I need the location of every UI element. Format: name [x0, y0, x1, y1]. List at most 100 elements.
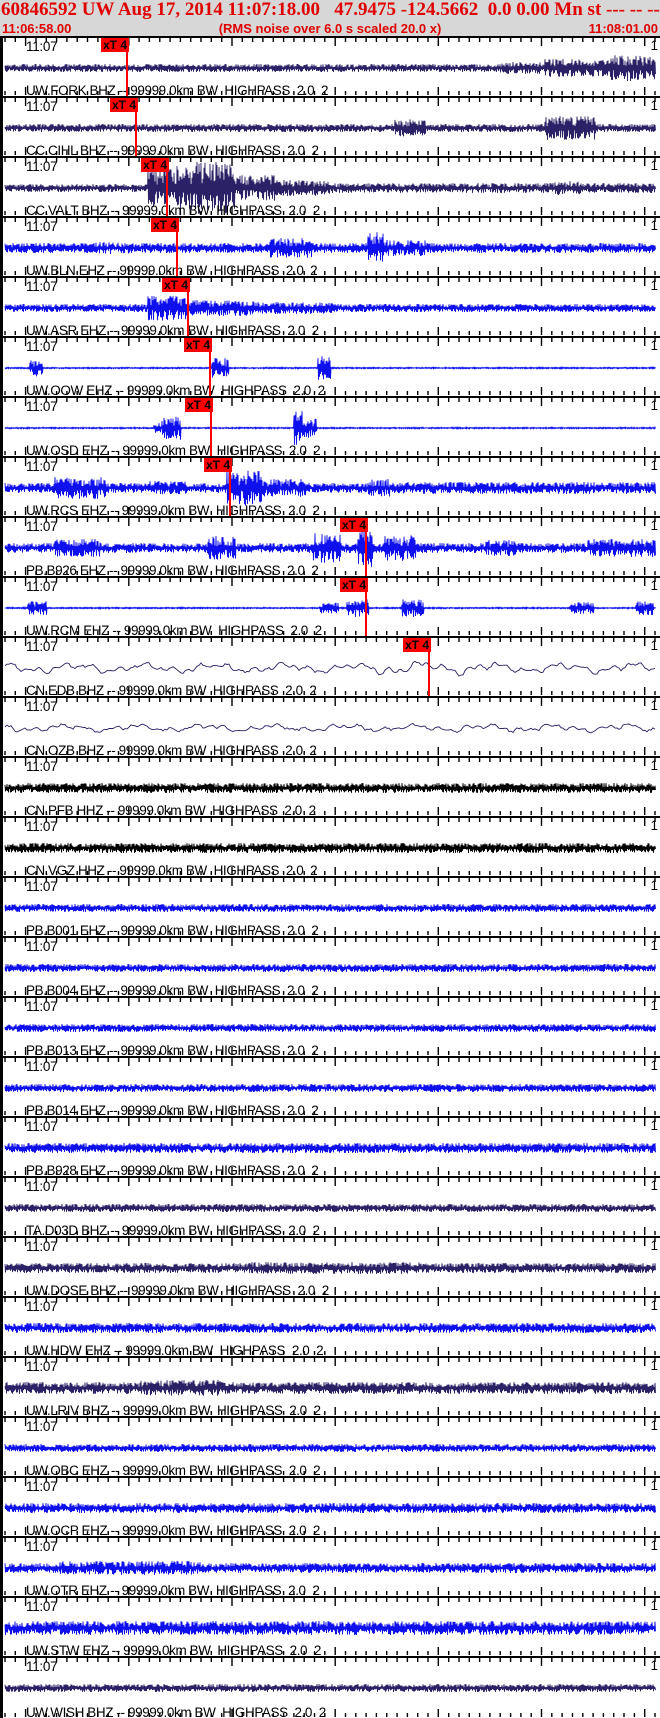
phase-pick-flag[interactable]: xT 4 [162, 278, 190, 292]
waveform-plot[interactable] [0, 1596, 660, 1656]
trace-row[interactable]: 11:07 1 CC.CIHL BHZ -- 99999.0km BW HIGH… [0, 96, 660, 158]
waveform-plot[interactable] [0, 1536, 660, 1596]
station-label: UW.RCM EHZ -- 99999.0km BW HIGHPASS 2.0 … [26, 623, 322, 638]
phase-pick-line[interactable] [365, 532, 367, 576]
trace-row[interactable]: 11:07 1 UW.OOW EHZ -- 99999.0km BW HIGHP… [0, 336, 660, 398]
waveform-plot[interactable] [0, 1476, 660, 1536]
trace-row[interactable]: 11:07 1 UW.LRIV BHZ -- 99999.0km BW HIGH… [0, 1356, 660, 1418]
phase-pick-line[interactable] [135, 112, 137, 156]
window-start-time: 11:06:58.00 [2, 20, 72, 36]
trace-minute-label: 11:07 [26, 1359, 58, 1374]
waveform-plot[interactable] [0, 96, 660, 156]
waveform-plot[interactable] [0, 816, 660, 876]
waveform-plot[interactable] [0, 276, 660, 336]
phase-pick-flag[interactable]: xT 4 [185, 398, 213, 412]
phase-pick-line[interactable] [229, 472, 231, 516]
waveform-plot[interactable] [0, 756, 660, 816]
trace-row[interactable]: 11:07 1 UW.DOSE BHZ -- 99999.0km BW HIGH… [0, 1236, 660, 1298]
waveform-plot[interactable] [0, 696, 660, 756]
event-header: 60846592 UW Aug 17, 2014 11:07:18.00 47.… [0, 0, 660, 36]
phase-pick-flag[interactable]: xT 4 [340, 578, 368, 592]
trace-row[interactable]: 11:07 1 UW.OCP EHZ -- 99999.0km BW HIGHP… [0, 1476, 660, 1538]
phase-pick-flag[interactable]: xT 4 [151, 218, 179, 232]
trace-right-edge-label: 1 [650, 458, 658, 473]
phase-pick-line[interactable] [209, 352, 211, 396]
phase-pick-flag[interactable]: xT 4 [340, 518, 368, 532]
phase-pick-line[interactable] [365, 592, 367, 636]
trace-row[interactable]: 11:07 1 CN.PFB HHZ -- 99999.0km BW HIGHP… [0, 756, 660, 818]
phase-pick-line[interactable] [166, 172, 168, 216]
trace-row[interactable]: 11:07 1 CC.VALT BHZ -- 99999.0km BW HIGH… [3, 156, 660, 218]
waveform-plot[interactable] [0, 1056, 660, 1116]
phase-pick-flag[interactable]: xT 4 [101, 38, 129, 52]
time-ticks [4, 1238, 656, 1295]
trace-row[interactable]: 11:07 1 PB.B001 EHZ -- 99999.0km BW HIGH… [0, 876, 660, 938]
trace-row[interactable]: 11:07 1 PB.B013 EHZ -- 99999.0km BW HIGH… [0, 996, 660, 1058]
waveform-trace [4, 1560, 656, 1575]
trace-row[interactable]: 11:07 1 CN.VGZ HHZ -- 99999.0km BW HIGHP… [0, 816, 660, 878]
waveform-plot[interactable] [0, 1296, 660, 1356]
trace-row[interactable]: 11:07 1 TA.D03D BHZ -- 99999.0km BW HIGH… [0, 1176, 660, 1238]
trace-row[interactable]: 11:07 1 CN.EDB BHZ -- 99999.0km BW HIGHP… [0, 636, 660, 698]
trace-row[interactable]: 11:07 1 UW.FORK BHZ -- 99999.0km BW HIGH… [0, 36, 660, 98]
station-label: PB.B926 EHZ -- 99999.0km BW HIGHPASS 2.0… [26, 563, 319, 578]
trace-row[interactable]: 11:07 1 UW.RCM EHZ -- 99999.0km BW HIGHP… [3, 576, 660, 638]
station-label: PB.B928 EHZ -- 99999.0km BW HIGHPASS 2.0… [26, 1163, 319, 1178]
station-label: PB.B013 EHZ -- 99999.0km BW HIGHPASS 2.0… [26, 1043, 319, 1058]
waveform-plot[interactable] [0, 1176, 660, 1236]
waveform-plot[interactable] [0, 1356, 660, 1416]
waveform-plot[interactable] [0, 876, 660, 936]
phase-pick-line[interactable] [428, 652, 430, 696]
waveform-plot[interactable] [0, 1416, 660, 1476]
trace-row[interactable]: 11:07 1 UW.OBC EHZ -- 99999.0km BW HIGHP… [0, 1416, 660, 1478]
waveform-plot[interactable] [0, 396, 660, 456]
waveform-plot[interactable] [0, 636, 660, 696]
phase-pick-flag[interactable]: xT 4 [403, 638, 431, 652]
phase-pick-flag[interactable]: xT 4 [184, 338, 212, 352]
trace-row[interactable]: 11:07 1 UW.WISH BHZ -- 99999.0km BW HIGH… [3, 1656, 660, 1718]
trace-row[interactable]: 11:07 1 PB.B014 EHZ -- 99999.0km BW HIGH… [0, 1056, 660, 1118]
waveform-plot[interactable] [0, 1656, 660, 1718]
trace-row[interactable]: 11:07 1 UW.OSD EHZ -- 99999.0km BW HIGHP… [0, 396, 660, 458]
waveform-plot[interactable] [0, 996, 660, 1056]
trace-row[interactable]: 11:07 1 UW.HDW EHZ -- 99999.0km BW HIGHP… [0, 1296, 660, 1358]
waveform-trace [4, 1203, 656, 1213]
waveform-plot[interactable] [0, 936, 660, 996]
trace-row[interactable]: 11:07 1 UW.RCS EHZ -- 99999.0km BW HIGHP… [0, 456, 660, 518]
phase-pick-flag[interactable]: xT 4 [110, 98, 138, 112]
phase-pick-flag[interactable]: xT 4 [141, 158, 169, 172]
station-label: UW.OTR EHZ -- 99999.0km BW HIGHPASS 2.0 … [26, 1583, 320, 1598]
phase-pick-flag[interactable]: xT 4 [204, 458, 232, 472]
trace-row[interactable]: 11:07 1 UW.OTR EHZ -- 99999.0km BW HIGHP… [0, 1536, 660, 1598]
trace-right-edge-label: 1 [650, 98, 658, 113]
trace-row[interactable]: 11:07 1 CN.OZB BHZ -- 99999.0km BW HIGHP… [0, 696, 660, 758]
trace-row[interactable]: 11:07 1 PB.B004 EHZ -- 99999.0km BW HIGH… [0, 936, 660, 998]
waveform-plot[interactable] [0, 216, 660, 276]
waveform-plot[interactable] [0, 36, 660, 96]
waveform-plot[interactable] [0, 1236, 660, 1296]
trace-right-edge-label: 1 [650, 1178, 658, 1193]
waveform-trace [4, 1443, 656, 1453]
waveform-trace [4, 1620, 656, 1636]
phase-pick-line[interactable] [187, 292, 189, 336]
waveform-trace [4, 411, 656, 446]
waveform-plot[interactable] [0, 456, 660, 516]
trace-row[interactable]: 11:07 1 UW.STW EHZ -- 99999.0km BW HIGHP… [0, 1596, 660, 1658]
waveform-trace [4, 1023, 656, 1033]
trace-right-edge-label: 1 [650, 818, 658, 833]
trace-right-edge-label: 1 [650, 698, 658, 713]
phase-pick-line[interactable] [176, 232, 178, 276]
trace-row[interactable]: 11:07 1 PB.B928 EHZ -- 99999.0km BW HIGH… [0, 1116, 660, 1178]
trace-row[interactable]: 11:07 1 PB.B926 EHZ -- 99999.0km BW HIGH… [3, 516, 660, 578]
phase-pick-line[interactable] [210, 412, 212, 456]
trace-row[interactable]: 11:07 1 UW.ASR EHZ -- 99999.0km BW HIGHP… [0, 276, 660, 338]
station-label: UW.DOSE BHZ -- 99999.0km BW HIGHPASS 2.0… [26, 1283, 329, 1298]
waveform-plot[interactable] [0, 336, 660, 396]
trace-minute-label: 11:07 [26, 819, 58, 834]
phase-pick-line[interactable] [126, 52, 128, 96]
window-end-time: 11:08:01.00 [588, 20, 658, 36]
trace-row[interactable]: 11:07 1 UW.BLN EHZ -- 99999.0km BW HIGHP… [0, 216, 660, 278]
waveform-plot[interactable] [0, 1116, 660, 1176]
trace-right-edge-label: 1 [650, 518, 658, 533]
waveform-trace [4, 599, 656, 618]
